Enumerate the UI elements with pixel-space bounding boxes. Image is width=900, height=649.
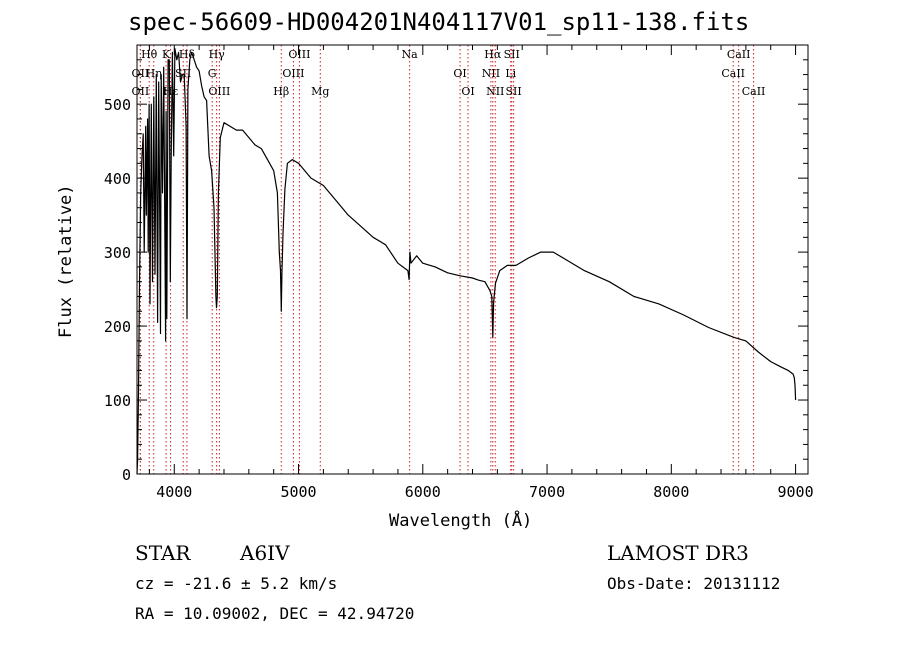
x-tick-label: 7000: [529, 483, 565, 501]
series-layer: [136, 48, 797, 475]
line-label-k: K: [162, 48, 171, 61]
line-label-hη: Hη: [146, 67, 162, 80]
line-label-hε: Hε: [163, 85, 179, 98]
y-tick-label: 100: [104, 392, 131, 410]
series-line-flux: [136, 48, 797, 475]
line-label-oiii: OIII: [282, 67, 304, 80]
line-label-nii: NII: [486, 85, 504, 98]
chart-title: spec-56609-HD004201N404117V01_sp11-138.f…: [128, 8, 750, 36]
object-subclass: A6IV: [240, 541, 290, 565]
line-label-sii: SII: [506, 85, 522, 98]
line-label-li: Li: [505, 67, 516, 80]
plot-frame: [136, 44, 809, 475]
y-tick-label: 0: [122, 466, 131, 484]
line-label-hγ: Hγ: [209, 48, 226, 61]
line-label-oi: OI: [453, 67, 466, 80]
line-label-caii: CaII: [721, 67, 745, 80]
line-label-oiii: OIII: [288, 48, 310, 61]
line-label-oiii: OIII: [208, 85, 230, 98]
line-label-caii: CaII: [742, 85, 766, 98]
line-label-g: G: [208, 67, 217, 80]
object-class: STAR: [135, 541, 191, 565]
line-label-hα: Hα: [484, 48, 502, 61]
line-label-oii: OII: [131, 67, 149, 80]
y-tick-label: 400: [104, 170, 131, 188]
x-axis-label: Wavelength (Å): [389, 511, 533, 531]
line-label-hδ: Hδ: [179, 48, 196, 61]
line-markers: [139, 45, 755, 474]
line-label-na: Na: [402, 48, 419, 61]
ra-dec: RA = 10.09002, DEC = 42.94720: [135, 604, 415, 623]
x-tick-label: 9000: [778, 483, 814, 501]
line-label-oii: OII: [131, 85, 149, 98]
line-label-hβ: Hβ: [273, 85, 289, 98]
y-tick-label: 300: [104, 244, 131, 262]
redshift-cz: cz = -21.6 ± 5.2 km/s: [135, 574, 338, 593]
line-label-nii: NII: [482, 67, 500, 80]
y-tick-label: 200: [104, 318, 131, 336]
survey-name: LAMOST DR3: [607, 541, 749, 565]
y-axis-label: Flux (relative): [56, 184, 76, 338]
line-label-caii: CaII: [727, 48, 751, 61]
line-label-hθ: Hθ: [141, 48, 158, 61]
x-tick-label: 8000: [653, 483, 689, 501]
line-label-mg: Mg: [311, 85, 329, 98]
x-tick-label: 6000: [405, 483, 441, 501]
x-tick-label: 5000: [280, 483, 316, 501]
x-tick-label: 4000: [156, 483, 192, 501]
y-tick-label: 500: [104, 96, 131, 114]
line-label-sii: SII: [504, 48, 520, 61]
line-label-oi: OI: [461, 85, 474, 98]
axes: 4000 5000 6000 7000 8000 9000 0 100 200 300 400 500: [104, 44, 814, 501]
obs-date: Obs-Date: 20131112: [607, 574, 781, 593]
line-label-sii: SII: [175, 67, 191, 80]
